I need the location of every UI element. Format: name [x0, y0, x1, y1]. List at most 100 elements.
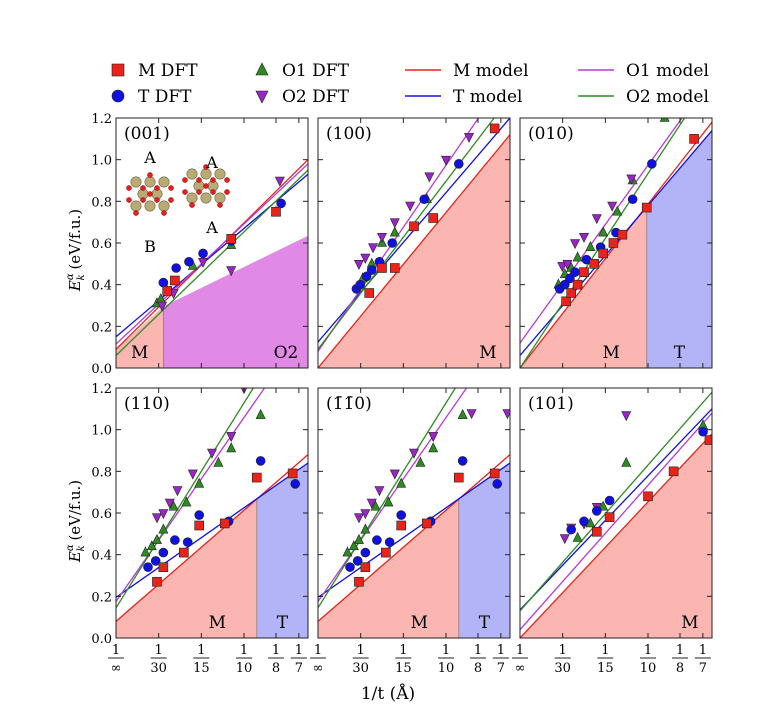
region-M	[116, 499, 257, 638]
panel-plot-area	[318, 388, 510, 638]
x-tick-numerator: 1	[676, 643, 684, 658]
T-dft-point	[579, 516, 589, 527]
y-tick-label: 0.6	[91, 507, 112, 522]
o-atom	[210, 189, 216, 195]
y-tick-label: 1.2	[91, 382, 112, 397]
O1-model-line	[116, 163, 308, 345]
O2-dft-point	[559, 534, 570, 545]
legend-marker-t-dft	[111, 89, 125, 103]
x-tick-denominator: ∞	[111, 661, 122, 676]
O1-dft-point	[428, 442, 439, 453]
O2-dft-point	[366, 498, 377, 509]
legend: M DFT T DFT O1 DFT O2 DFT M model T model O1 m…	[111, 61, 709, 107]
o-atom	[210, 177, 216, 183]
O1-dft-point	[572, 531, 583, 542]
x-tick-denominator: 7	[699, 661, 707, 676]
T-dft-point	[158, 547, 169, 558]
y-tick-label: 0.8	[91, 195, 112, 210]
M-dft-point	[668, 466, 679, 477]
T-dft-point	[194, 510, 204, 520]
M-dft-point	[561, 296, 571, 307]
M-dft-point	[689, 134, 699, 144]
y-tick-label: 0.6	[91, 237, 112, 252]
o-atom	[168, 185, 174, 191]
O1-dft-point	[415, 456, 426, 467]
O1-dft-point	[255, 408, 266, 419]
O2-dft-point	[441, 155, 451, 166]
O2-dft-point	[557, 262, 568, 273]
panel-plot-area	[520, 391, 712, 638]
T-dft-point	[360, 547, 371, 558]
region-label-T: T	[277, 613, 289, 633]
T-dft-point	[366, 265, 377, 275]
O1-dft-point	[598, 500, 609, 511]
T-model-line	[318, 462, 510, 598]
O2-dft-point	[377, 232, 387, 243]
region-label-T: T	[479, 613, 491, 633]
legend-marker-o1-dft	[255, 62, 269, 76]
M-dft-point	[604, 512, 615, 522]
x-tick-numerator: 1	[699, 643, 707, 658]
legend-label-m-dft: M DFT	[138, 61, 198, 81]
O2-dft-point	[579, 232, 589, 243]
T-dft-point	[387, 238, 398, 248]
O1-dft-point	[342, 546, 353, 557]
crystal-structure-inset: A A A B	[126, 148, 230, 256]
panel-0: (001) M O2 0.0 0.2 0.4 0.6 0.8 1.0 1.2	[91, 112, 309, 377]
O1-dft-point	[457, 408, 468, 419]
x-tick-denominator: 15	[395, 661, 412, 676]
O1-dft-point	[612, 205, 623, 216]
o-atom	[126, 197, 132, 203]
x-tick-denominator: 30	[150, 661, 167, 676]
x-tick-denominator: 8	[676, 661, 684, 676]
O1-dft-point	[585, 240, 596, 251]
O2-dft-point	[353, 260, 364, 271]
O2-dft-point	[172, 486, 183, 497]
O2-dft-point	[621, 411, 632, 422]
x-tick-numerator: 1	[112, 643, 120, 658]
o-atom	[161, 210, 167, 216]
region-label-M: M	[479, 343, 496, 363]
T-dft-point	[158, 277, 169, 288]
panel-label: (1̄1̄0)	[326, 394, 372, 414]
y-axis-label-top: Eαk (eV/f.u.)	[65, 209, 87, 292]
T-dft-point	[182, 537, 193, 547]
M-dft-point	[170, 275, 180, 286]
T-dft-point	[184, 256, 194, 267]
O1-dft-point	[389, 226, 400, 237]
O2-dft-point	[187, 469, 198, 480]
M-dft-point	[396, 520, 407, 531]
M-dft-point	[591, 526, 602, 537]
O2-dft-point	[157, 301, 168, 312]
region-O2	[163, 235, 308, 368]
x-tick-denominator: ∞	[515, 661, 526, 676]
x-tick-denominator: 8	[474, 661, 482, 676]
T-dft-point	[171, 263, 181, 273]
inset-label-A: A	[205, 218, 218, 237]
T-dft-point	[170, 535, 180, 545]
M-model-line	[318, 454, 510, 622]
legend-label-m-model: M model	[453, 61, 529, 81]
y-tick-label: 0.2	[91, 590, 112, 605]
M-dft-point	[421, 518, 432, 529]
panel-plot-area	[520, 118, 712, 368]
M-dft-point	[354, 576, 364, 587]
O1-dft-point	[140, 546, 151, 557]
O1-dft-point	[621, 456, 632, 467]
x-tick-denominator: 10	[438, 661, 455, 676]
M-dft-point	[179, 547, 189, 558]
O2-dft-point	[464, 132, 475, 143]
O2-dft-point	[389, 218, 400, 229]
region-label-M: M	[411, 613, 428, 633]
o-atom	[154, 197, 160, 203]
x-tick-denominator: 30	[554, 661, 571, 676]
O2-dft-point	[226, 266, 237, 277]
panel-plot-area	[116, 388, 308, 638]
legend-marker-m-dft	[111, 63, 125, 77]
O1-dft-point	[348, 540, 359, 551]
zr-atom	[158, 176, 170, 188]
o-atom	[182, 177, 188, 183]
M-dft-point	[271, 206, 281, 217]
M-dft-point	[579, 267, 589, 277]
